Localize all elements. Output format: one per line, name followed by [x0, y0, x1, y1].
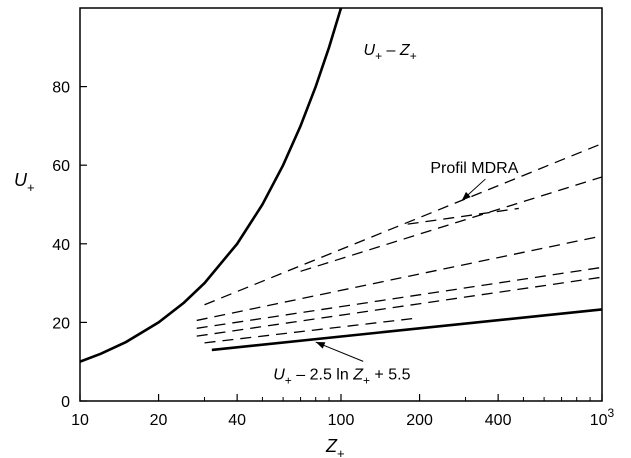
annotation-part: – — [382, 42, 400, 59]
x-tick-label: 40 — [228, 412, 246, 429]
x-axis-label: Z+ — [325, 436, 345, 458]
series-line-1 — [80, 8, 343, 363]
series-line-5 — [407, 207, 519, 225]
series-layer — [80, 8, 602, 363]
annotation-label-1: U+ – Z+ — [364, 42, 417, 63]
annotation-part: U — [364, 42, 376, 59]
annotation-part: + — [410, 49, 417, 63]
series-line-3 — [204, 142, 602, 306]
x-tick-label: 400 — [485, 412, 512, 429]
annotation-part: + — [285, 373, 292, 387]
x-tick-label: 100 — [328, 412, 355, 429]
y-tick-label: 60 — [52, 158, 70, 175]
y-tick-label: 80 — [52, 80, 70, 97]
annotation-part-variable: Z — [399, 42, 411, 59]
x-axis-ticks: 10 20 40 100 200 400 103 — [71, 394, 615, 429]
x-tick-label: 103 — [590, 406, 615, 429]
x-tick-label: 200 — [406, 412, 433, 429]
y-axis-label: U+ — [14, 170, 35, 195]
series-line-8 — [196, 276, 602, 337]
annotation-arrowhead-2 — [461, 191, 471, 201]
y-tick-label: 0 — [61, 394, 70, 411]
series-line-2 — [211, 308, 602, 352]
plot-frame — [79, 7, 603, 402]
annotation-part: – 2.5 ln — [292, 366, 353, 383]
x-tick-label: 20 — [150, 412, 168, 429]
series-line-6 — [196, 235, 602, 322]
y-axis-label-subscript: + — [27, 180, 35, 195]
x-tick-label-superscript: 3 — [608, 406, 615, 420]
annotation-part-variable: Z — [352, 366, 364, 383]
annotation-label-3: U+ – 2.5 ln Z+ + 5.5 — [273, 366, 410, 387]
y-axis-ticks: 0 20 40 60 80 — [52, 80, 87, 411]
series-line-7 — [196, 266, 602, 329]
x-tick-label: 10 — [71, 412, 89, 429]
x-axis-label-subscript: + — [337, 446, 345, 458]
y-tick-label: 40 — [52, 237, 70, 254]
annotation-part: + — [363, 373, 370, 387]
annotation-part: + — [375, 49, 382, 63]
y-tick-label: 20 — [52, 315, 70, 332]
annotation-arrowhead-3 — [315, 342, 326, 349]
annotation-label-2: Profil MDRA — [430, 160, 518, 177]
annotation-part: + 5.5 — [370, 366, 411, 383]
series-line-4 — [300, 176, 602, 272]
annotation-part: U — [273, 366, 285, 383]
